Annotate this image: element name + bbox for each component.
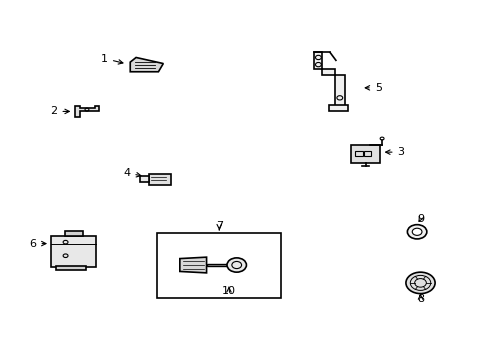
Bar (56, 266, 86, 270)
Polygon shape (130, 58, 163, 72)
Text: 9: 9 (416, 213, 423, 224)
Text: 8: 8 (416, 294, 423, 303)
Polygon shape (75, 106, 99, 117)
Bar (64, 231, 83, 236)
Text: 1: 1 (101, 54, 122, 64)
Bar (140, 176, 149, 182)
Circle shape (411, 228, 421, 235)
Text: 2: 2 (50, 107, 69, 116)
Bar (157, 233, 281, 298)
Bar (148, 174, 170, 185)
Bar (351, 145, 379, 163)
Circle shape (407, 225, 426, 239)
Polygon shape (313, 53, 344, 106)
Text: 6: 6 (29, 239, 46, 249)
Bar (206, 264, 226, 266)
Text: 10: 10 (222, 287, 235, 296)
Bar (328, 105, 347, 111)
Text: 5: 5 (365, 83, 381, 93)
Circle shape (405, 272, 434, 294)
Text: 4: 4 (123, 168, 141, 178)
Bar (355, 151, 362, 157)
Circle shape (226, 258, 246, 272)
Polygon shape (180, 257, 206, 273)
Bar (51, 236, 96, 267)
Bar (364, 151, 371, 157)
Text: 3: 3 (385, 147, 404, 157)
Text: 7: 7 (215, 221, 223, 231)
